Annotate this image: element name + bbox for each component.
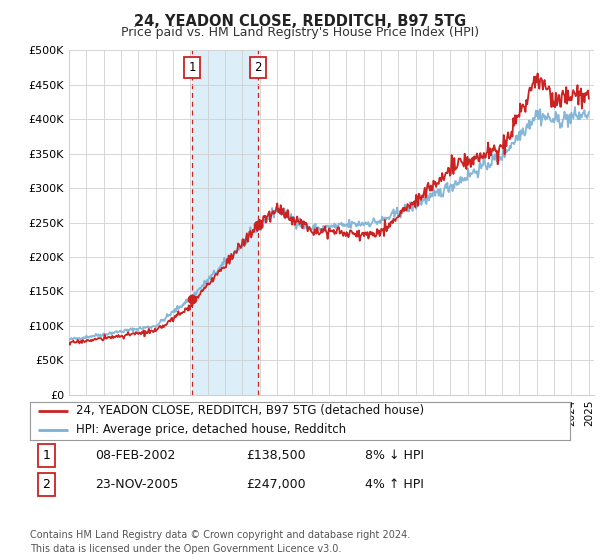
Text: 23-NOV-2005: 23-NOV-2005: [95, 478, 178, 491]
Text: Price paid vs. HM Land Registry's House Price Index (HPI): Price paid vs. HM Land Registry's House …: [121, 26, 479, 39]
Text: 2: 2: [254, 61, 262, 74]
Text: Contains HM Land Registry data © Crown copyright and database right 2024.
This d: Contains HM Land Registry data © Crown c…: [30, 530, 410, 554]
Text: £247,000: £247,000: [246, 478, 305, 491]
Text: £138,500: £138,500: [246, 449, 305, 462]
Text: 1: 1: [42, 449, 50, 462]
Text: 4% ↑ HPI: 4% ↑ HPI: [365, 478, 424, 491]
Text: 24, YEADON CLOSE, REDDITCH, B97 5TG (detached house): 24, YEADON CLOSE, REDDITCH, B97 5TG (det…: [76, 404, 424, 417]
Text: 1: 1: [188, 61, 196, 74]
Text: 8% ↓ HPI: 8% ↓ HPI: [365, 449, 424, 462]
Text: 2: 2: [42, 478, 50, 491]
Text: 08-FEB-2002: 08-FEB-2002: [95, 449, 175, 462]
Text: HPI: Average price, detached house, Redditch: HPI: Average price, detached house, Redd…: [76, 423, 346, 436]
Text: 24, YEADON CLOSE, REDDITCH, B97 5TG: 24, YEADON CLOSE, REDDITCH, B97 5TG: [134, 14, 466, 29]
